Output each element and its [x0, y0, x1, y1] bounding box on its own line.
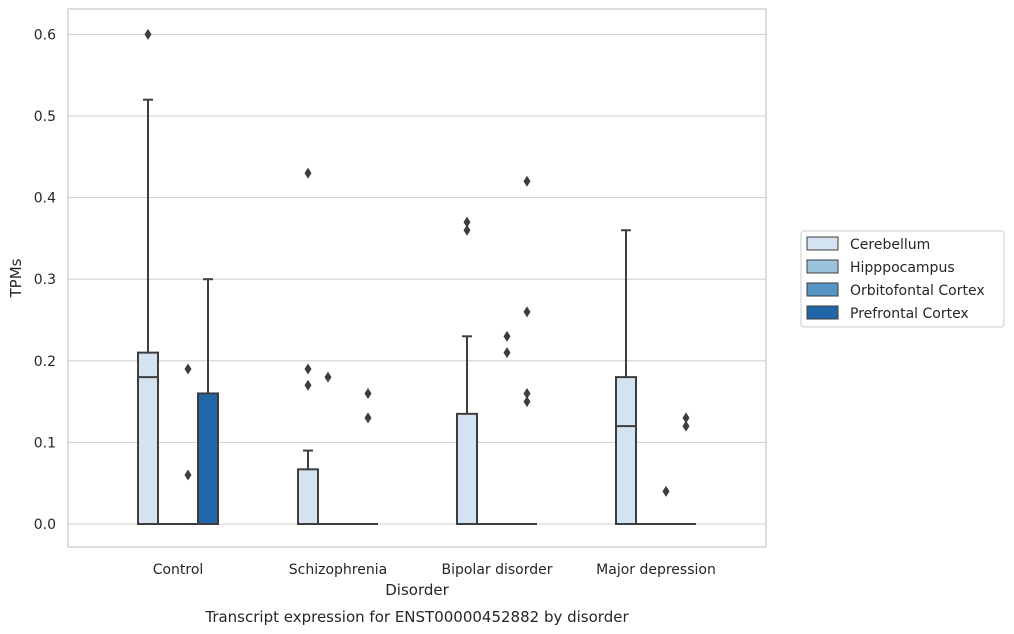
box-body [615, 376, 637, 525]
legend-label: Cerebellum [850, 237, 930, 253]
outlier-point [364, 412, 372, 424]
x-axis-title: Disorder [385, 581, 449, 599]
chart-caption: Transcript expression for ENST0000045288… [204, 608, 629, 626]
x-axis-ticks: Control Schizophrenia Bipolar disorder Majo… [153, 562, 716, 578]
outlier-point [184, 469, 192, 481]
outlier-point [523, 175, 531, 187]
box-cerebellum [297, 167, 319, 526]
legend-label: Hipppocampus [850, 260, 955, 276]
box-body [197, 392, 219, 525]
y-tick-label: 0.6 [34, 27, 56, 43]
x-tick-label: Major depression [596, 562, 716, 578]
x-tick-label: Control [153, 562, 204, 578]
legend-frame [800, 230, 1005, 328]
y-axis-title: TPMs [7, 258, 25, 298]
outlier-point [463, 216, 471, 228]
box-prefrontal-cortex [197, 278, 219, 525]
box-orbitofontal-cortex [656, 485, 676, 525]
legend-swatch [806, 305, 839, 320]
plot-background [68, 9, 766, 547]
outlier-point [304, 363, 312, 375]
y-tick-label: 0.1 [34, 435, 56, 451]
outlier-point [304, 167, 312, 179]
grid-lines [68, 33, 766, 525]
box-cerebellum [137, 28, 159, 526]
box-hipppocampus [318, 371, 338, 525]
outlier-point [503, 347, 511, 359]
box-plots [137, 28, 696, 526]
y-tick-label: 0.2 [34, 354, 56, 370]
legend: Cerebellum Hipppocampus Orbitofontal Corte… [800, 230, 1005, 328]
box-orbitofontal-cortex [497, 330, 517, 525]
outlier-point [682, 412, 690, 424]
legend-swatch [806, 282, 839, 297]
box-body [456, 412, 478, 525]
x-tick-label: Schizophrenia [289, 562, 387, 578]
outlier-point [304, 379, 312, 391]
y-tick-label: 0.5 [34, 109, 56, 125]
outlier-point [523, 387, 531, 399]
x-tick-label: Bipolar disorder [441, 562, 552, 578]
legend-swatch [806, 236, 839, 251]
outlier-point [523, 396, 531, 408]
legend-label: Orbitofontal Cortex [850, 283, 985, 299]
outlier-point [463, 224, 471, 236]
y-tick-label: 0.0 [34, 517, 56, 533]
outlier-point [523, 306, 531, 318]
y-tick-label: 0.4 [34, 191, 56, 207]
box-prefrontal-cortex [676, 412, 696, 525]
outlier-point [144, 28, 152, 40]
legend-label: Prefrontal Cortex [850, 306, 969, 322]
plot-frame [67, 8, 767, 548]
box-prefrontal-cortex [517, 175, 537, 525]
outlier-point [503, 330, 511, 342]
box-body [137, 351, 159, 526]
box-cerebellum [456, 216, 478, 525]
outlier-point [324, 371, 332, 383]
outlier-point [184, 363, 192, 375]
outlier-point [364, 387, 372, 399]
legend-swatch [806, 259, 839, 274]
y-axis-ticks: 0.0 0.1 0.2 0.3 0.4 0.5 0.6 [34, 27, 56, 533]
y-tick-label: 0.3 [34, 272, 56, 288]
outlier-point [682, 420, 690, 432]
box-body [297, 468, 319, 526]
outlier-point [662, 485, 670, 497]
box-cerebellum [615, 229, 637, 525]
box-orbitofontal-cortex [178, 363, 198, 525]
box-prefrontal-cortex [358, 387, 378, 525]
